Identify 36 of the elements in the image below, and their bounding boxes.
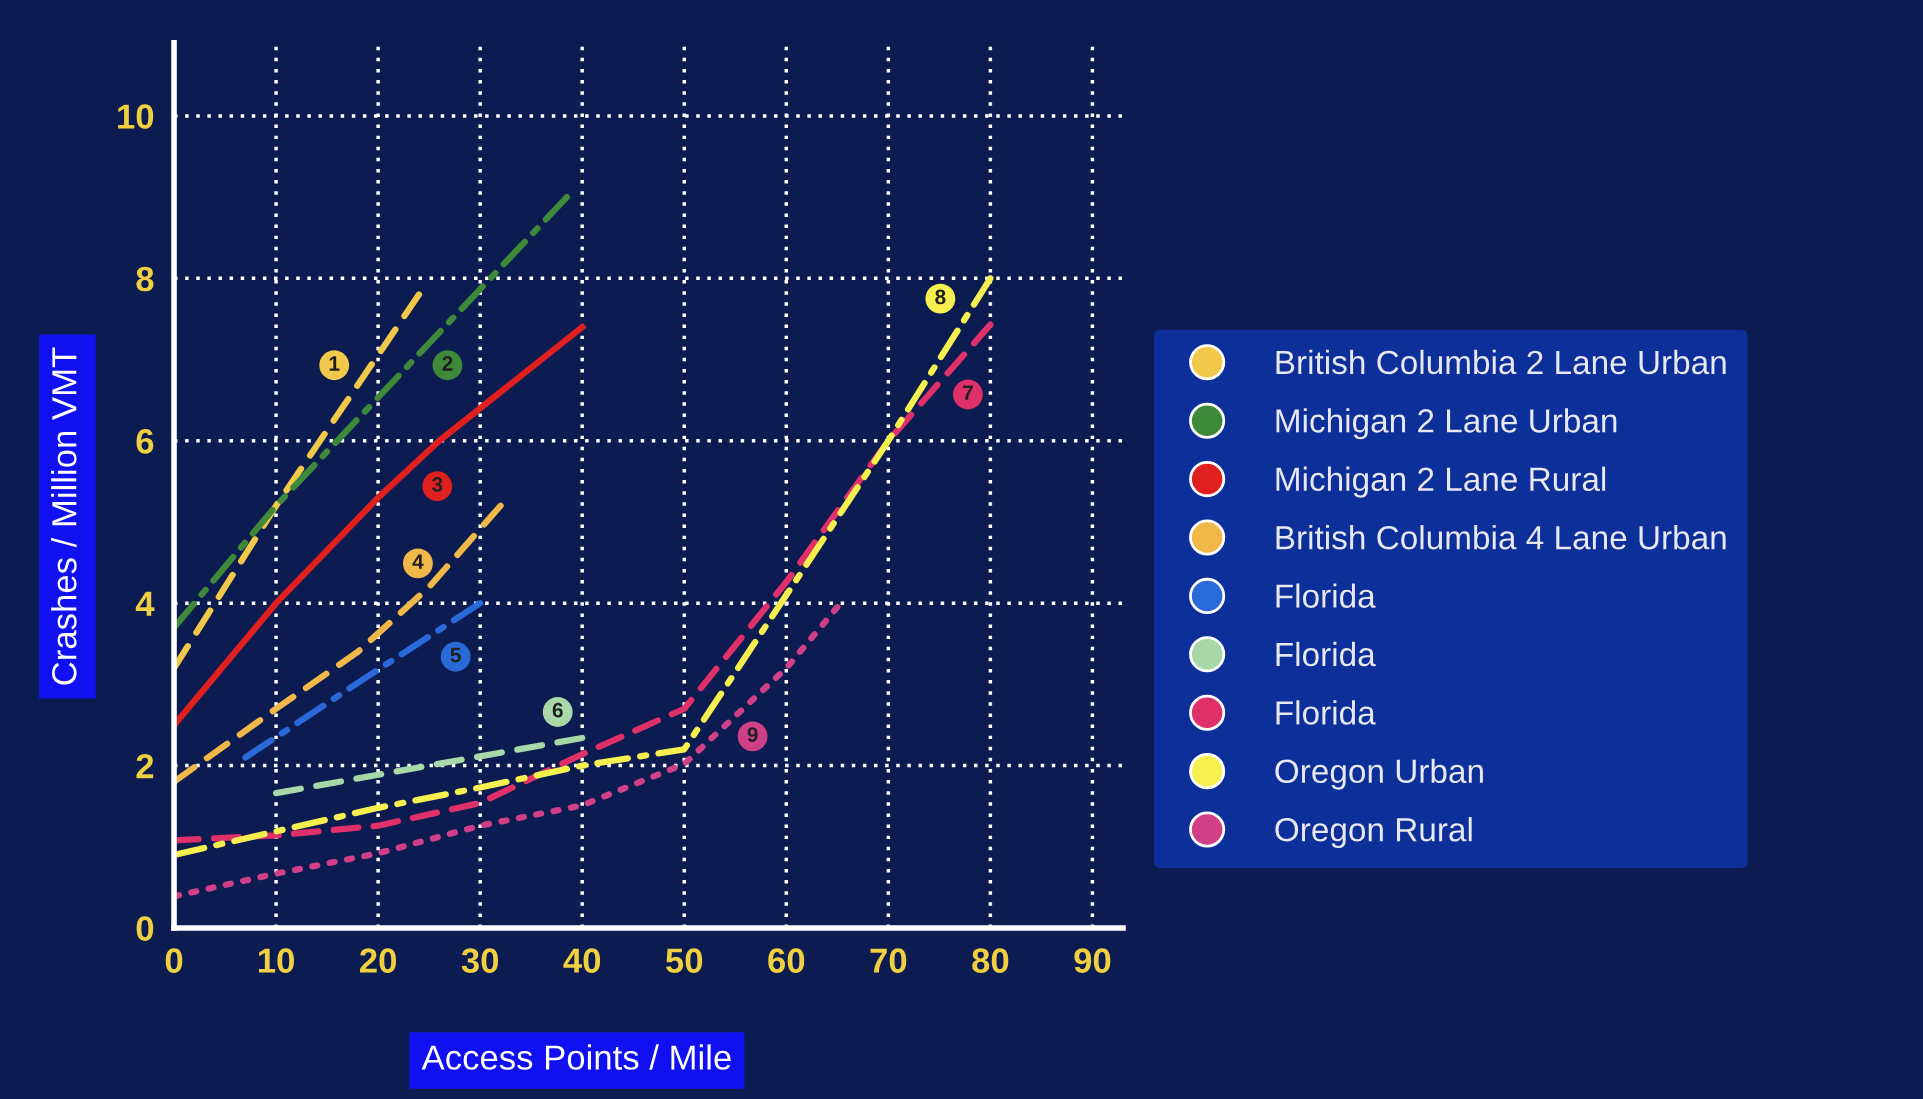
annotation: 8 (935, 289, 946, 305)
x-tick-label: 80 (972, 948, 1009, 973)
x-tick-label: 90 (1074, 948, 1111, 973)
y-tick-label: 10 (118, 104, 154, 129)
x-axis-title: Access Points / Mile (421, 1044, 731, 1070)
legend-label: Oregon Rural (1275, 817, 1472, 849)
annotation: 5 (450, 647, 461, 663)
legend-label: Michigan 2 Lane Urban (1276, 408, 1617, 440)
x-tick-label: 70 (870, 948, 907, 973)
legend-label: Florida (1276, 583, 1376, 608)
y-tick-label: 2 (136, 753, 154, 779)
legend-label: Michigan 2 Lane Rural (1276, 466, 1606, 498)
x-tick-label: 10 (258, 948, 294, 973)
x-tick-label: 40 (563, 948, 601, 973)
x-tick-label: 0 (165, 948, 183, 973)
x-tick-label: 20 (360, 948, 397, 973)
legend-label: Oregon Urban (1275, 758, 1483, 790)
legend-label: British Columbia 2 Lane Urban (1276, 349, 1726, 375)
annotation: 3 (431, 477, 443, 492)
annotation: 1 (329, 356, 340, 371)
annotation: 6 (552, 702, 563, 718)
legend-label: Florida (1276, 700, 1376, 725)
y-tick-label: 8 (136, 266, 154, 292)
legend-label: British Columbia 4 Lane Urban (1276, 525, 1726, 550)
x-tick-label: 50 (666, 948, 703, 973)
y-tick-label: 4 (135, 591, 155, 616)
annotation: 2 (442, 356, 453, 371)
x-tick-label: 30 (461, 948, 499, 973)
legend-label: Florida (1276, 641, 1376, 667)
y-tick-label: 6 (136, 429, 154, 454)
annotation: 7 (963, 385, 973, 400)
y-axis-title: Crashes / Million VMT (51, 347, 77, 685)
annotation: 9 (747, 727, 758, 742)
x-tick-label: 60 (768, 948, 805, 973)
annotation: 4 (412, 554, 424, 569)
y-tick-label: 0 (136, 916, 154, 941)
